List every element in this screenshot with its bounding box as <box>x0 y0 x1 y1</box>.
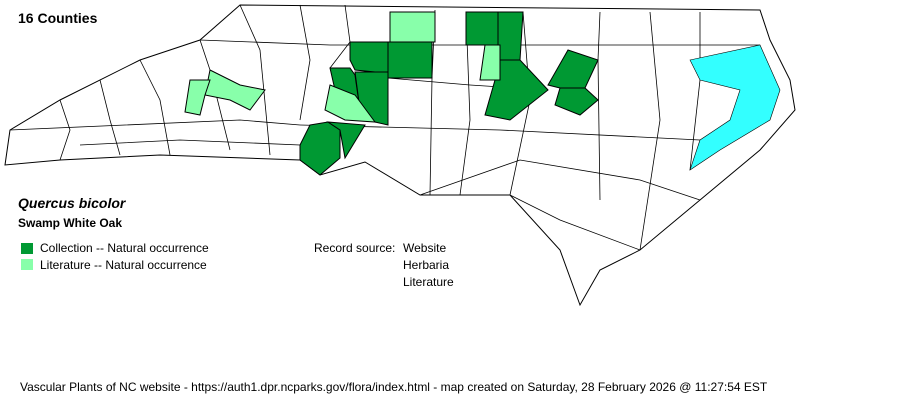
common-name: Swamp White Oak <box>18 216 123 230</box>
legend-label-literature: Literature -- Natural occurrence <box>40 258 207 272</box>
county-collection <box>554 87 599 116</box>
record-source-literature: Literature <box>403 275 454 289</box>
record-source-label: Record source: <box>314 241 396 255</box>
county-collection <box>349 41 389 76</box>
county-literature <box>479 44 501 81</box>
county-literature <box>184 79 211 116</box>
county-collection <box>387 41 433 79</box>
county-collection <box>326 121 366 160</box>
record-source-herbaria: Herbaria <box>403 258 450 272</box>
county-lines <box>9 4 760 251</box>
pamlico-albemarle-sound <box>689 44 781 171</box>
county-literature <box>324 84 377 123</box>
scientific-name: Quercus bicolor <box>18 195 126 211</box>
legend-label-collection: Collection -- Natural occurrence <box>40 241 209 255</box>
county-literature <box>389 11 436 43</box>
county-collection <box>497 11 524 61</box>
legend-swatch-collection <box>21 243 33 254</box>
footer-credit: Vascular Plants of NC website - https://… <box>20 380 768 394</box>
legend-swatch-literature <box>21 259 33 270</box>
county-count: 16 Counties <box>18 10 98 26</box>
county-collection <box>465 11 499 46</box>
record-source-website: Website <box>403 241 447 255</box>
